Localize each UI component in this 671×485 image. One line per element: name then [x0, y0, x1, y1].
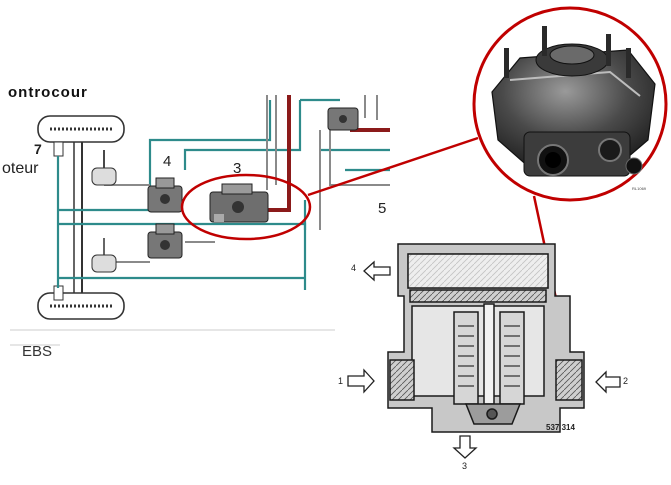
side-cut-text: oteur [2, 160, 39, 177]
port-2-arrow [595, 370, 621, 394]
valve-cutaway [387, 243, 585, 433]
callout-7: 7 [34, 141, 42, 157]
brake-schematic [10, 95, 390, 346]
valve-photo [472, 6, 668, 202]
callout-5: 5 [378, 200, 387, 217]
port-arrows [347, 260, 621, 459]
port-1-arrow [347, 368, 375, 394]
rear-axle-drum [37, 292, 125, 320]
port-4-arrow [363, 260, 391, 282]
callout-3: 3 [233, 160, 242, 177]
modulator-valve-front [147, 177, 183, 213]
wheel-sensor-rear [53, 285, 64, 301]
connector-line [307, 136, 479, 197]
callout-4: 4 [163, 153, 172, 170]
header-cut-text: ontrocour [8, 84, 88, 101]
port-3-arrow [452, 435, 478, 459]
modulator-valve-rear [147, 223, 183, 259]
relay-valve-highlighted [209, 183, 269, 223]
wheel-sensor-front [53, 141, 64, 157]
photo-ref-code: RL1069 [632, 186, 647, 191]
teal-pipes [56, 98, 390, 290]
brake-chamber-rear [91, 238, 117, 273]
part-number: 537 314 [546, 423, 575, 432]
valve-top-right [327, 107, 359, 131]
port-label-1: 1 [338, 376, 344, 386]
highlight-ellipse [180, 173, 312, 241]
port-label-4: 4 [351, 263, 357, 273]
bottom-cut-text: EBS [22, 343, 53, 360]
port-label-3: 3 [462, 461, 468, 471]
brake-chamber-front [91, 150, 117, 186]
port-label-2: 2 [623, 376, 629, 386]
front-axle-drum [37, 115, 125, 143]
